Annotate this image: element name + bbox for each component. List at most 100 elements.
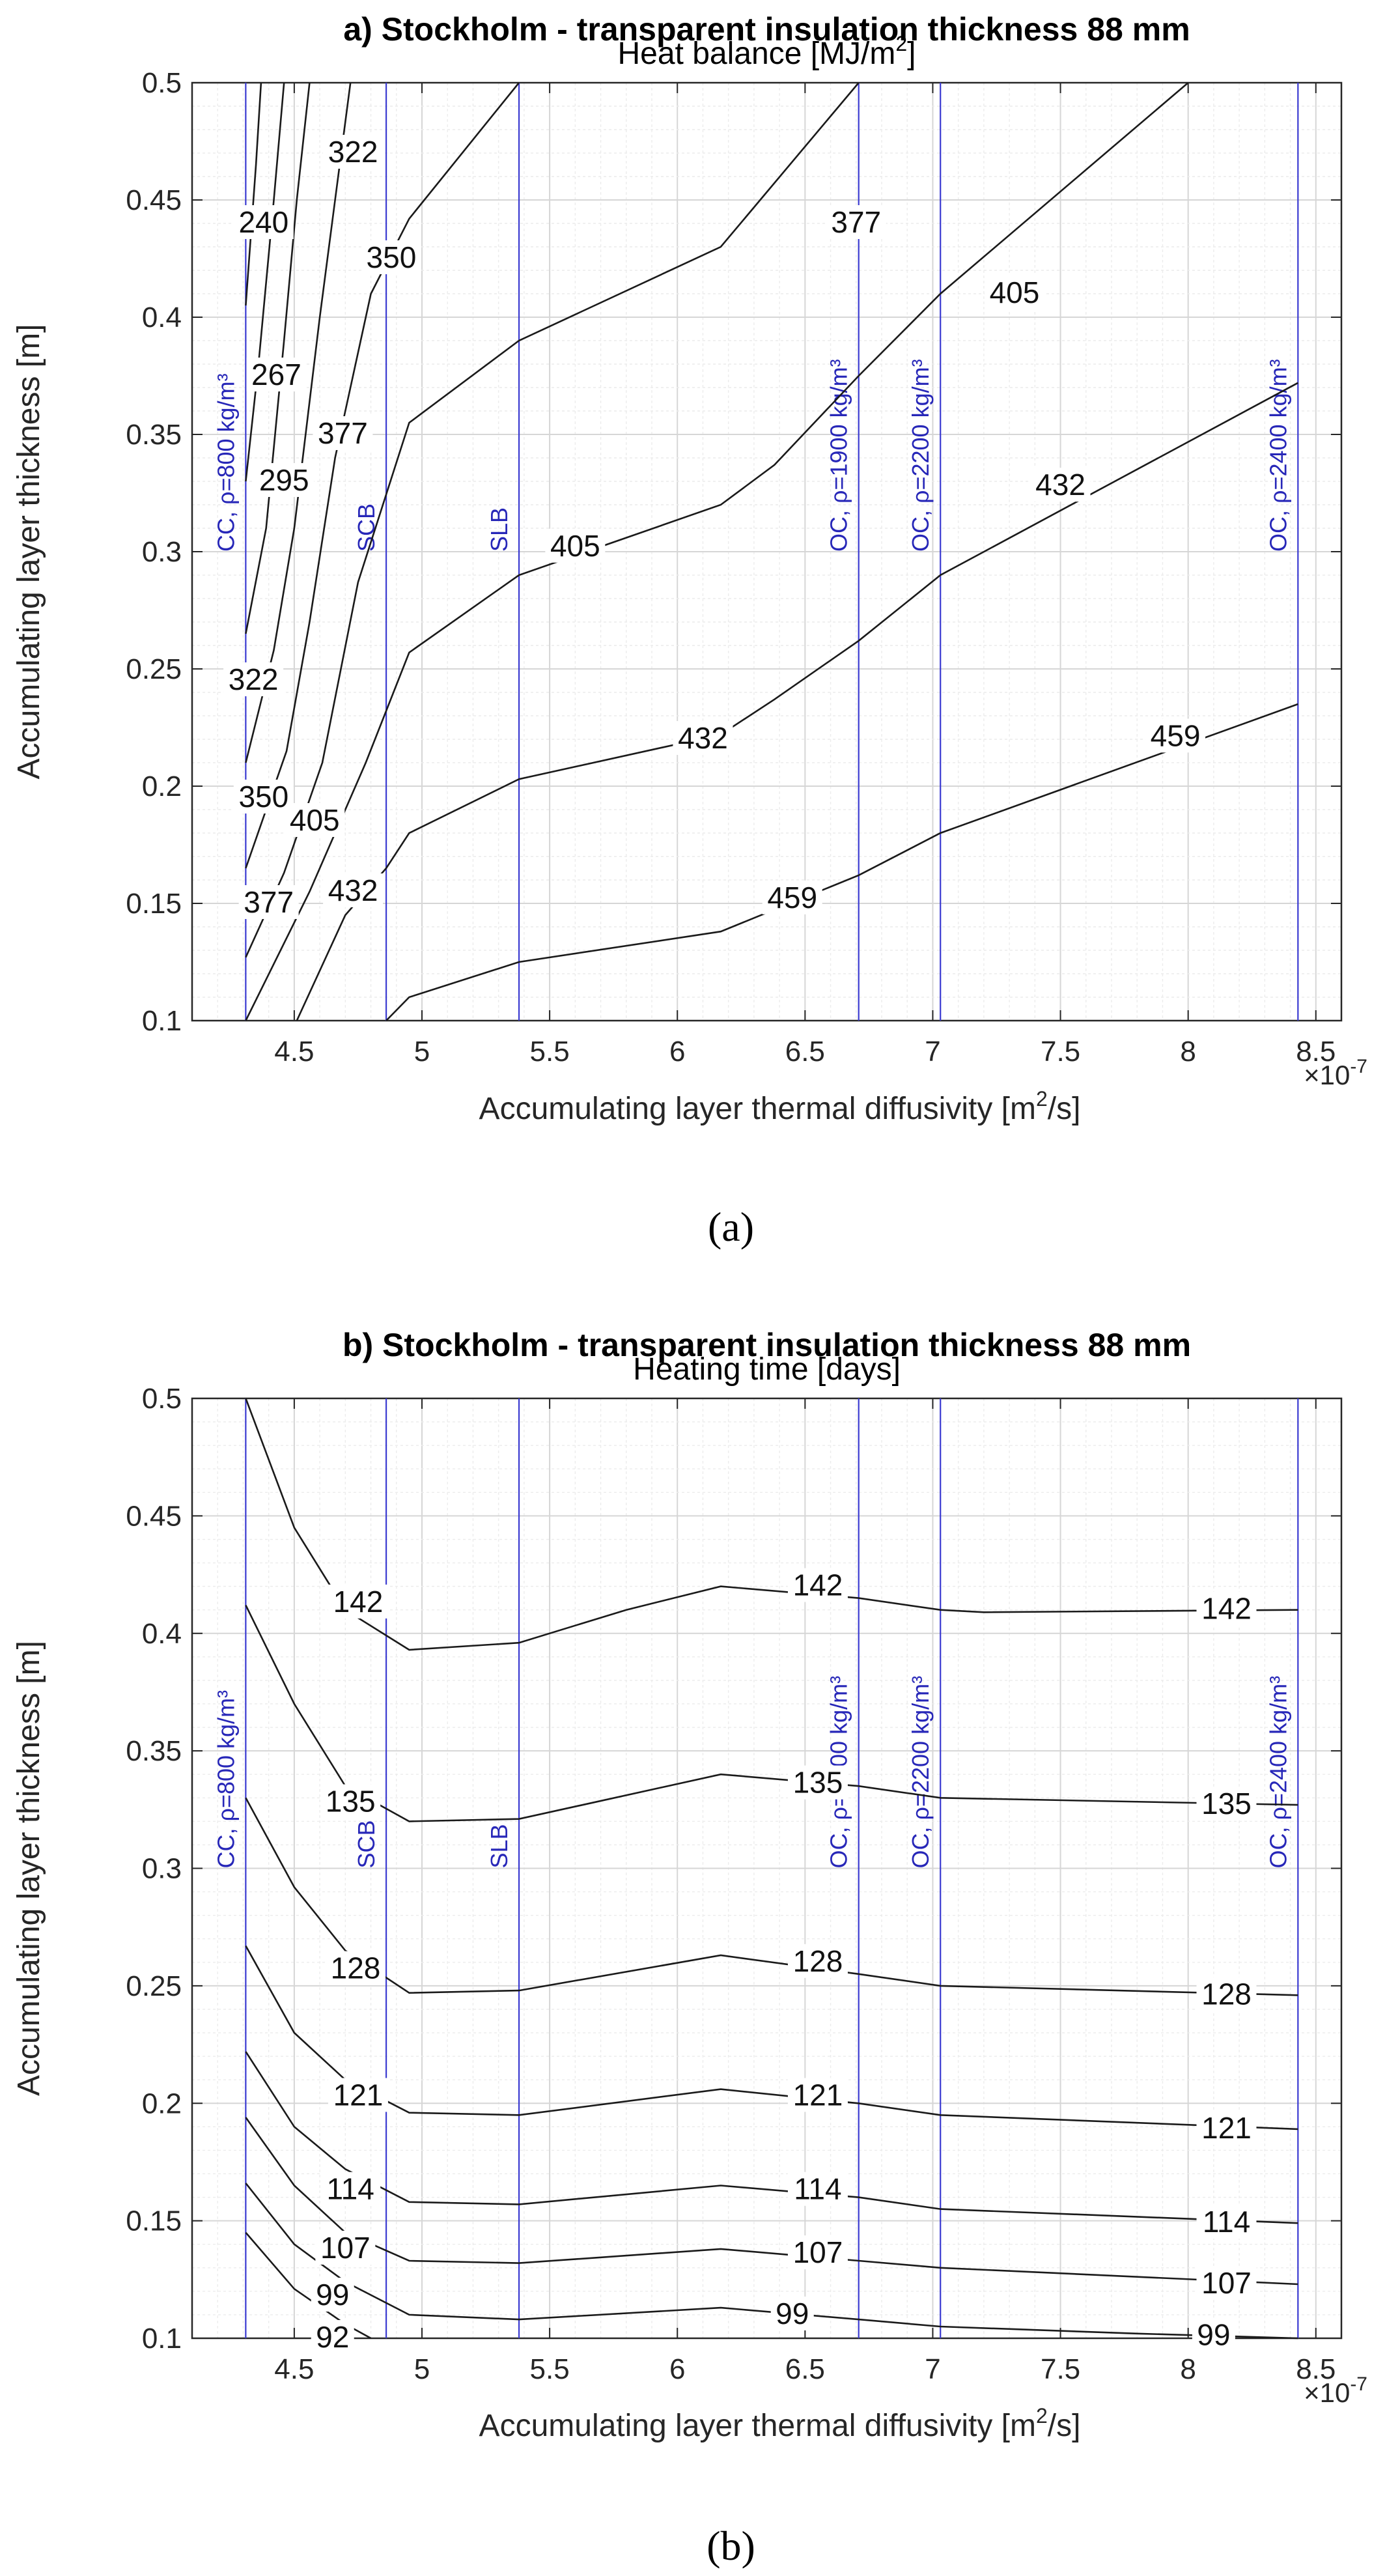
x-tick-label: 5.5	[530, 1036, 570, 1068]
y-tick-label: 0.3	[142, 1853, 182, 1885]
chart-subtitle: Heat balance [MJ/m2]	[618, 32, 916, 71]
contour-label-bg	[1196, 1591, 1257, 1626]
panel-label: (b)	[707, 2523, 755, 2569]
contour-label-bg	[311, 2278, 354, 2312]
x-tick-label: 6	[669, 1036, 685, 1068]
contour-label-bg	[1145, 718, 1206, 753]
contour-line-128	[245, 1797, 1298, 1996]
contour-label: 92	[316, 2320, 349, 2354]
contour-label: 114	[794, 2172, 841, 2206]
contour-label-bg	[238, 885, 299, 919]
contour-label-bg	[246, 358, 307, 391]
x-axis-multiplier: ×10-7	[1304, 2373, 1367, 2408]
material-label: SCB	[353, 1820, 380, 1868]
contour-line-135	[245, 1604, 1298, 1822]
material-label: OC, ρ=2400 kg/m³	[1265, 359, 1291, 552]
contour-label: 135	[793, 1766, 843, 1800]
contour-label: 121	[793, 2078, 843, 2112]
material-label: SLB	[486, 507, 512, 552]
chart-title: b) Stockholm - transparent insulation th…	[343, 1327, 1191, 1363]
contour-label-bg	[1196, 1787, 1257, 1821]
contour-label-bg	[361, 240, 421, 274]
contour-label: 114	[327, 2172, 374, 2206]
x-axis-multiplier: ×10-7	[1304, 1056, 1367, 1090]
contour-label: 142	[1201, 1592, 1252, 1626]
y-tick-label: 0.5	[142, 67, 182, 99]
y-tick-label: 0.1	[142, 2323, 182, 2355]
contour-label: 405	[990, 276, 1040, 309]
contour-label-bg	[320, 1784, 381, 1819]
contour-label: 142	[793, 1568, 843, 1602]
x-tick-label: 5	[414, 2353, 430, 2385]
contour-line-295	[245, 82, 311, 634]
contour-label-bg	[787, 1568, 848, 1602]
contour-label: 121	[333, 2078, 384, 2112]
y-tick-label: 0.2	[142, 2088, 182, 2119]
x-tick-label: 7.5	[1041, 2353, 1080, 2385]
contour-label: 377	[318, 416, 368, 450]
contour-label: 432	[678, 721, 728, 755]
contour-line-121	[245, 1945, 1298, 2130]
contour-label: 405	[290, 803, 340, 837]
contour-label: 322	[229, 662, 279, 696]
chart-title: a) Stockholm - transparent insulation th…	[343, 11, 1190, 48]
contour-label: 128	[331, 1951, 381, 1985]
contour-label-bg	[313, 416, 373, 450]
contour-label: 107	[320, 2231, 371, 2265]
x-tick-label: 8.5	[1296, 1036, 1336, 1068]
contour-label-bg	[787, 1944, 848, 1978]
contour-line-107	[245, 2117, 1298, 2286]
contour-label-bg	[787, 2235, 848, 2270]
x-tick-label: 6.5	[785, 1036, 825, 1068]
contour-label-bg	[1030, 468, 1091, 502]
material-label: OC, ρ=1900 kg/m³	[826, 359, 852, 552]
y-tick-label: 0.25	[126, 1970, 182, 2002]
contour-label: 142	[333, 1585, 384, 1619]
y-tick-label: 0.45	[126, 1500, 182, 1532]
contour-label: 128	[1201, 1977, 1252, 2011]
contour-label-bg	[315, 2230, 376, 2265]
contour-label-bg	[328, 1584, 388, 1619]
contour-label: 128	[793, 1944, 843, 1978]
contour-label-bg	[826, 205, 886, 239]
contour-label-bg	[1196, 2110, 1257, 2145]
x-axis-label: Accumulating layer thermal diffusivity […	[479, 2404, 1081, 2443]
chart-subtitle: Heating time [days]	[633, 1352, 901, 1387]
y-tick-label: 0.15	[126, 2205, 182, 2237]
y-tick-label: 0.35	[126, 1735, 182, 1767]
contour-label: 107	[1201, 2266, 1252, 2300]
contour-label-bg	[254, 463, 315, 497]
material-label: OC, ρ=2200 kg/m³	[907, 1676, 934, 1869]
material-label: CC, ρ=800 kg/m³	[212, 1690, 239, 1869]
contour-label: 322	[328, 135, 378, 169]
material-label: OC, ρ=2200 kg/m³	[907, 359, 934, 552]
contour-label: 405	[550, 529, 600, 563]
y-tick-label: 0.2	[142, 771, 182, 802]
contour-label: 114	[1203, 2205, 1250, 2239]
y-tick-label: 0.5	[142, 1383, 182, 1415]
contour-line-114	[245, 2051, 1298, 2224]
x-tick-label: 4.5	[274, 2353, 314, 2385]
material-label: CC, ρ=800 kg/m³	[212, 373, 239, 552]
chart-panel-b: 4.5 5 5.5 6 6.5 7 7.5 8 8.5 0.1 0.15 0.2 0.25 0.3 0.35…	[12, 1327, 1367, 2569]
contour-label: 377	[244, 885, 294, 919]
contour-label: 135	[1201, 1787, 1252, 1820]
contour-line-350	[245, 82, 520, 869]
contour-label-bg	[311, 2320, 354, 2354]
y-tick-label: 0.25	[126, 653, 182, 685]
contour-label: 107	[793, 2235, 843, 2269]
contour-label: 121	[1201, 2111, 1252, 2145]
contour-label-bg	[285, 803, 345, 837]
y-tick-label: 0.35	[126, 419, 182, 451]
x-tick-label: 4.5	[274, 1036, 314, 1068]
contour-label-bg	[1196, 1977, 1257, 2011]
x-tick-label: 6	[669, 2353, 685, 2385]
contour-label-bg	[223, 662, 284, 696]
contour-label-bg	[323, 873, 384, 907]
contour-label: 432	[328, 873, 378, 907]
x-tick-label: 8	[1180, 1036, 1196, 1068]
contour-line-142	[245, 1398, 1298, 1651]
contour-label-bg	[1192, 2317, 1235, 2352]
contour-label: 295	[259, 463, 309, 497]
